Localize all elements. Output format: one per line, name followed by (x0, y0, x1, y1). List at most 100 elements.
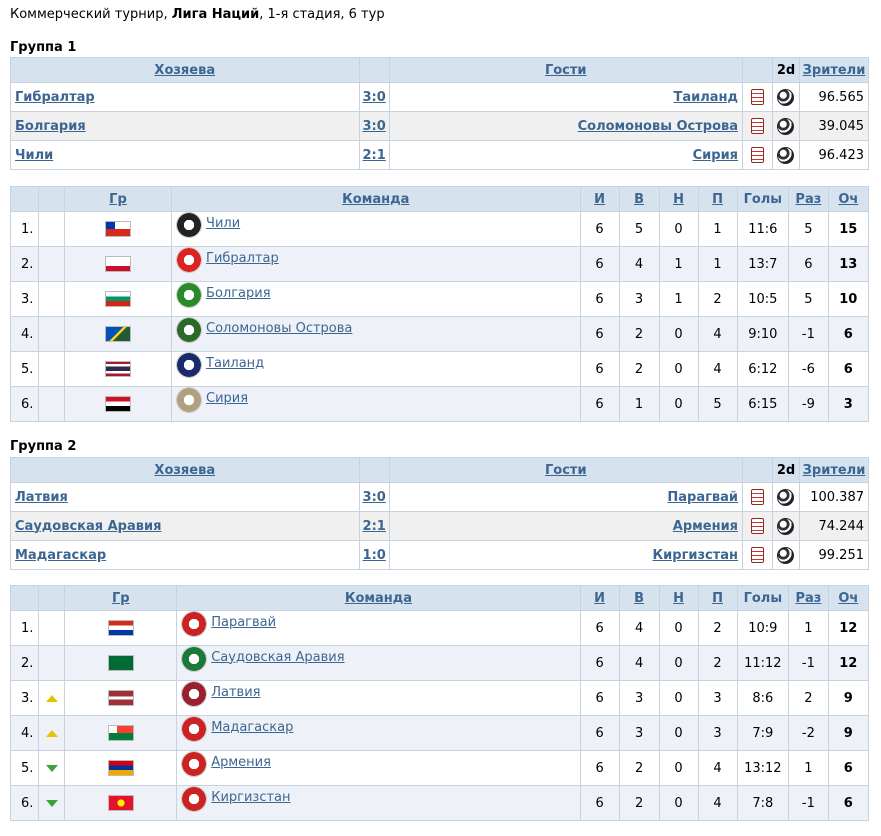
score-link[interactable]: 1:0 (358, 540, 390, 570)
played: 6 (579, 715, 620, 751)
ball-2d-icon[interactable] (777, 488, 795, 506)
team-link[interactable]: Армения (211, 754, 271, 770)
away-team-link[interactable]: Соломоновы Острова (388, 111, 744, 141)
team-header[interactable]: Команда (171, 186, 581, 212)
team-cell: Чили (171, 211, 581, 247)
points-header[interactable]: Оч (827, 585, 870, 611)
flag-cell (63, 316, 173, 352)
away-team-link[interactable]: Сирия (388, 140, 744, 170)
goals-header: Голы (736, 186, 790, 212)
country-flag-icon (104, 361, 131, 377)
away-team-link[interactable]: Парагвай (388, 482, 744, 512)
match-report-icon[interactable] (751, 547, 765, 563)
country-flag-icon (107, 725, 134, 741)
twod-header: 2d (772, 457, 800, 483)
position: 3. (10, 680, 39, 716)
trend-down-icon (45, 799, 58, 807)
wins: 2 (618, 785, 660, 821)
team-link[interactable]: Соломоновы Острова (206, 320, 353, 336)
viewers-value: 74.244 (798, 511, 870, 541)
home-team-link[interactable]: Латвия (10, 482, 360, 512)
ball-2d-icon[interactable] (777, 117, 795, 135)
report-header (742, 57, 773, 83)
played-header[interactable]: И (579, 585, 620, 611)
match-report-icon[interactable] (751, 118, 765, 134)
wins: 2 (618, 316, 660, 352)
draws-header[interactable]: Н (658, 585, 699, 611)
position: 3. (10, 281, 39, 317)
score-link[interactable]: 3:0 (358, 482, 390, 512)
country-flag-icon (104, 221, 131, 237)
gr-header[interactable]: Гр (63, 186, 173, 212)
home-header[interactable]: Хозяева (10, 457, 360, 483)
away-header[interactable]: Гости (388, 457, 744, 483)
points-header[interactable]: Оч (827, 186, 870, 212)
wins-header[interactable]: В (618, 585, 660, 611)
report-cell (742, 82, 773, 112)
team-link[interactable]: Парагвай (211, 614, 277, 630)
team-header[interactable]: Команда (176, 585, 581, 611)
home-team-link[interactable]: Саудовская Аравия (10, 511, 360, 541)
team-cell: Мадагаскар (176, 715, 581, 751)
team-link[interactable]: Саудовская Аравия (211, 649, 345, 665)
home-team-link[interactable]: Болгария (10, 111, 360, 141)
score-link[interactable]: 3:0 (358, 82, 390, 112)
flag-cell (64, 680, 178, 716)
away-team-link[interactable]: Киргизстан (388, 540, 744, 570)
viewers-header[interactable]: Зрители (798, 457, 870, 483)
flag-cell (64, 610, 178, 646)
wins-header[interactable]: В (618, 186, 660, 212)
losses: 4 (697, 785, 738, 821)
score-link[interactable]: 2:1 (358, 140, 390, 170)
team-link[interactable]: Таиланд (206, 355, 265, 371)
match-row: Саудовская Аравия 2:1 Армения 74.244 (10, 511, 870, 541)
score-link[interactable]: 3:0 (358, 111, 390, 141)
wins: 3 (618, 715, 660, 751)
match-report-icon[interactable] (751, 147, 765, 163)
ball-2d-icon[interactable] (777, 88, 795, 106)
ball-2d-icon[interactable] (777, 546, 795, 564)
ball-2d-icon[interactable] (777, 517, 795, 535)
pos-header (10, 585, 39, 611)
losses: 3 (697, 715, 738, 751)
draws: 0 (658, 351, 699, 387)
away-header[interactable]: Гости (388, 57, 744, 83)
viewers-header[interactable]: Зрители (798, 57, 870, 83)
match-report-icon[interactable] (751, 89, 765, 105)
played: 6 (579, 750, 620, 786)
played-header[interactable]: И (579, 186, 620, 212)
home-team-link[interactable]: Гибралтар (10, 82, 360, 112)
ball-2d-icon[interactable] (777, 146, 795, 164)
played: 6 (579, 645, 620, 681)
flag-cell (63, 386, 173, 422)
team-logo-icon (181, 646, 208, 672)
home-header[interactable]: Хозяева (10, 57, 360, 83)
team-link[interactable]: Сирия (206, 390, 249, 406)
home-team-link[interactable]: Мадагаскар (10, 540, 360, 570)
away-team-link[interactable]: Таиланд (388, 82, 744, 112)
team-link[interactable]: Болгария (206, 285, 271, 301)
report-cell (742, 482, 773, 512)
team-link[interactable]: Киргизстан (211, 789, 291, 805)
position: 1. (10, 610, 39, 646)
team-cell: Киргизстан (176, 785, 581, 821)
team-link[interactable]: Чили (206, 215, 241, 231)
draws-header[interactable]: Н (658, 186, 699, 212)
losses-header[interactable]: П (697, 585, 738, 611)
losses-header[interactable]: П (697, 186, 738, 212)
diff-header[interactable]: Раз (788, 585, 829, 611)
match-row: Латвия 3:0 Парагвай 100.387 (10, 482, 870, 512)
away-team-link[interactable]: Армения (388, 511, 744, 541)
flag-cell (64, 715, 178, 751)
team-link[interactable]: Латвия (211, 684, 261, 700)
losses: 5 (697, 386, 738, 422)
gr-header[interactable]: Гр (64, 585, 178, 611)
goals: 10:5 (736, 281, 790, 317)
score-link[interactable]: 2:1 (358, 511, 390, 541)
diff-header[interactable]: Раз (788, 186, 829, 212)
home-team-link[interactable]: Чили (10, 140, 360, 170)
match-report-icon[interactable] (751, 489, 765, 505)
team-link[interactable]: Гибралтар (206, 250, 279, 266)
match-report-icon[interactable] (751, 518, 765, 534)
team-link[interactable]: Мадагаскар (211, 719, 294, 735)
